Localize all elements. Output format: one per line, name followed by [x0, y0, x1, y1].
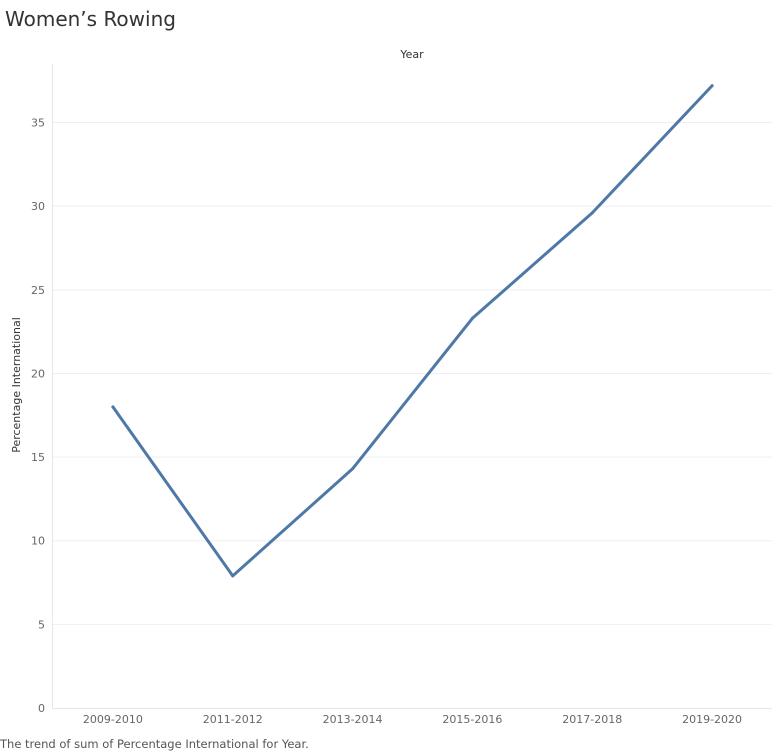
x-tick-label: 2019-2020	[682, 713, 742, 726]
series-line	[111, 84, 714, 578]
x-tick-label: 2017-2018	[562, 713, 622, 726]
y-tick-label: 10	[31, 535, 45, 548]
data-point	[351, 467, 355, 471]
y-tick-label: 0	[38, 702, 45, 715]
y-tick-label: 5	[38, 618, 45, 631]
y-tick-label: 20	[31, 367, 45, 380]
y-tick-label: 25	[31, 284, 45, 297]
chart-title: Women’s Rowing	[5, 7, 176, 31]
data-point	[590, 211, 594, 215]
x-tick-label: 2015-2016	[442, 713, 502, 726]
y-tick-labels: 0 5 10 15 20 25 30 35	[31, 117, 45, 715]
data-point	[231, 574, 235, 578]
x-tick-label: 2009-2010	[83, 713, 143, 726]
y-tick-label: 15	[31, 451, 45, 464]
y-tick-label: 35	[31, 117, 45, 130]
data-point	[111, 405, 115, 409]
y-axis-title: Percentage International	[10, 317, 23, 453]
x-tick-label: 2011-2012	[203, 713, 263, 726]
series-layer	[111, 84, 714, 578]
x-axis-title: Year	[399, 48, 424, 61]
data-point	[710, 84, 714, 88]
data-point	[470, 316, 474, 320]
chart-caption: The trend of sum of Percentage Internati…	[0, 737, 309, 751]
y-tick-label: 30	[31, 200, 45, 213]
x-tick-label: 2013-2014	[323, 713, 383, 726]
gridlines	[53, 122, 772, 625]
x-tick-labels: 2009-2010 2011-2012 2013-2014 2015-2016 2017…	[83, 713, 742, 726]
